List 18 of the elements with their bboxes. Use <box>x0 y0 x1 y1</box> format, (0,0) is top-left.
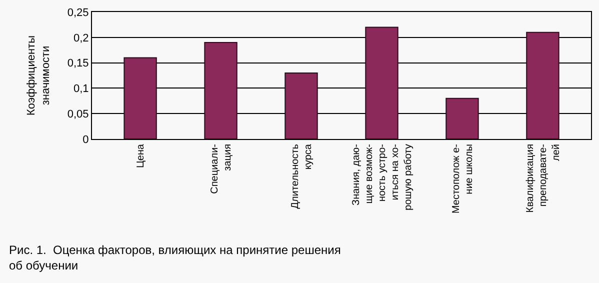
x-tick-label: Длительность курса <box>290 144 314 209</box>
x-tick-label: Цена <box>136 144 147 168</box>
x-tick-label: Квалификация преподавате- лей <box>524 144 562 213</box>
bar <box>365 26 398 139</box>
y-tick-label: 0,15 <box>67 58 89 70</box>
y-axis-title: Коэффициенты значимости <box>26 35 52 116</box>
bar <box>446 98 479 139</box>
bar <box>526 32 560 139</box>
bar <box>284 72 318 139</box>
text: Рис. 1. Оценка факторов, влияющих на принятие решения об обучении <box>9 243 341 273</box>
y-tick-label: 0,2 <box>74 32 89 44</box>
y-tick-label: 0,05 <box>67 108 89 120</box>
x-tick-label: Специали- зация <box>210 144 234 194</box>
y-tick-label: 0,1 <box>74 83 89 96</box>
y-tick-label: 0 <box>82 134 89 146</box>
bar <box>124 57 157 139</box>
bar <box>204 42 238 139</box>
y-tick-label: 0,25 <box>67 6 89 19</box>
